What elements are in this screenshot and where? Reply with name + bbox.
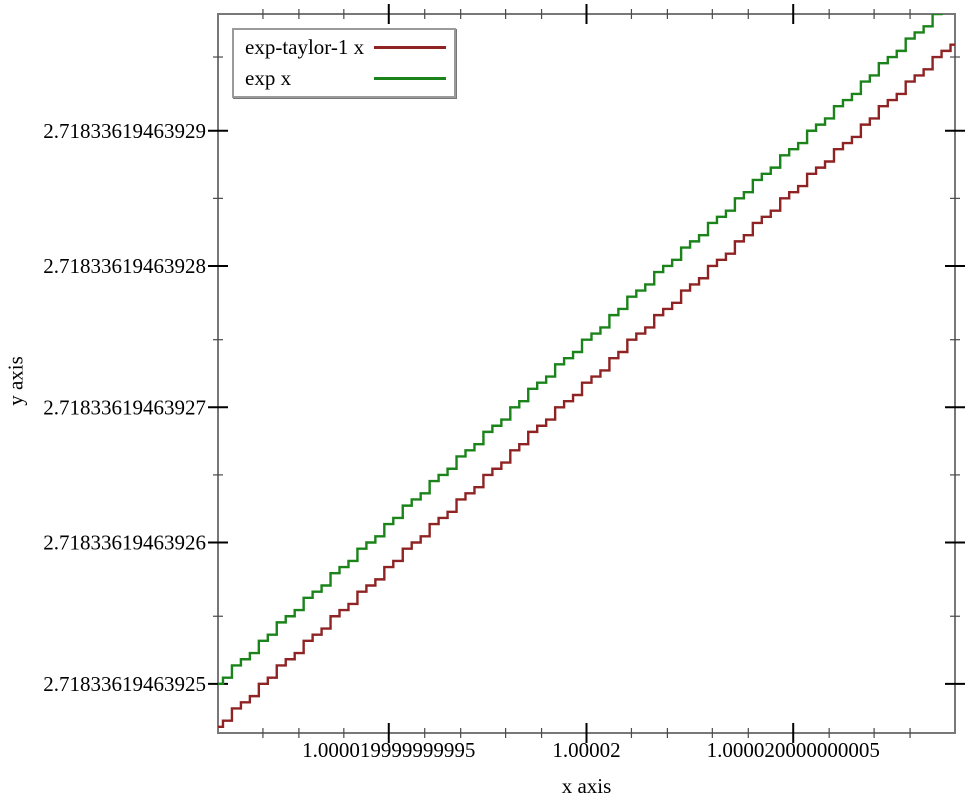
y-tick-label: 2.71833619463927: [43, 395, 206, 419]
series-line-exp-x: [218, 14, 943, 686]
y-tick-label: 2.71833619463925: [43, 672, 206, 696]
y-tick-label: 2.71833619463926: [43, 530, 206, 554]
x-axis-title: x axis: [561, 774, 612, 798]
legend-item-exp-taylor-1: exp-taylor-1 x: [234, 33, 454, 61]
plot-frame: [217, 13, 956, 734]
legend-label-exp-taylor-1: exp-taylor-1 x: [245, 35, 365, 59]
series-line-exp-taylor-1-x: [218, 43, 955, 729]
y-tick-label: 2.71833619463928: [43, 254, 206, 278]
legend-box: exp-taylor-1 x exp x: [232, 28, 456, 98]
x-tick-label: 1.000020000000005: [707, 738, 880, 762]
legend-item-exp: exp x: [234, 64, 454, 92]
legend-line-sample-exp-taylor-1: [374, 45, 446, 49]
x-tick-label: 1.000019999999995: [302, 738, 475, 762]
y-tick-label: 2.71833619463929: [43, 119, 206, 143]
y-axis-title: y axis: [3, 356, 28, 406]
legend-label-exp: exp x: [245, 66, 292, 90]
legend-line-sample-exp: [374, 76, 446, 80]
x-tick-label: 1.00002: [552, 738, 620, 762]
